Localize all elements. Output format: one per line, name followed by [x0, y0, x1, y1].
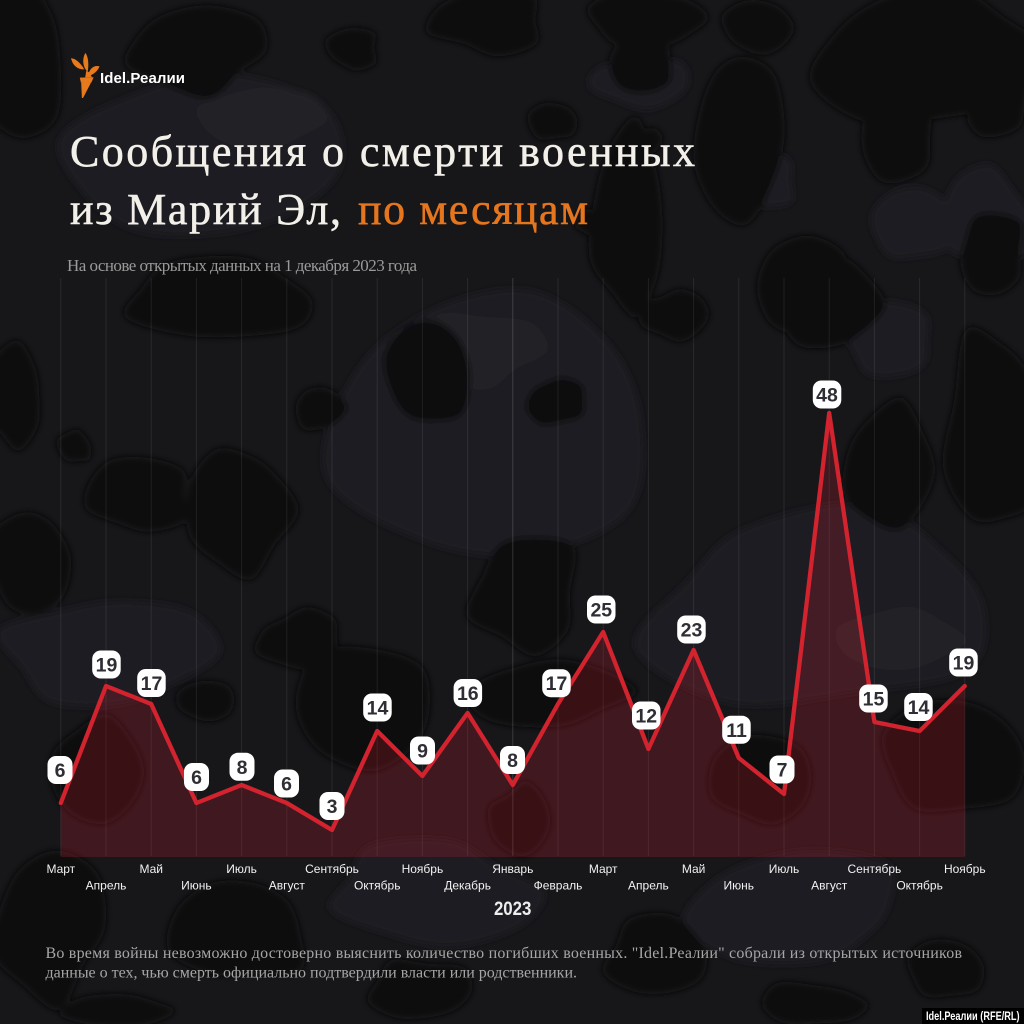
svg-text:Июль: Июль — [769, 862, 800, 876]
svg-text:3: 3 — [327, 796, 338, 818]
svg-text:Июнь: Июнь — [181, 879, 212, 893]
svg-text:17: 17 — [546, 673, 568, 695]
svg-text:Июль: Июль — [226, 862, 257, 876]
svg-text:Март: Март — [589, 862, 618, 876]
svg-text:по месяцам: по месяцам — [358, 185, 588, 234]
svg-text:9: 9 — [417, 741, 428, 763]
svg-text:Ноябрь: Ноябрь — [402, 862, 444, 876]
svg-text:17: 17 — [141, 673, 163, 695]
svg-text:Ноябрь: Ноябрь — [944, 862, 986, 876]
svg-text:Idel.Реалии (RFE/RL): Idel.Реалии (RFE/RL) — [926, 1009, 1020, 1023]
svg-text:11: 11 — [726, 720, 747, 742]
svg-text:Апрель: Апрель — [628, 879, 669, 893]
svg-text:8: 8 — [237, 757, 248, 779]
svg-text:Октябрь: Октябрь — [354, 879, 401, 893]
svg-text:Март: Март — [46, 862, 75, 876]
svg-text:Сентябрь: Сентябрь — [848, 862, 902, 876]
svg-text:Август: Август — [811, 879, 848, 893]
svg-text:Октябрь: Октябрь — [896, 879, 943, 893]
svg-text:Во время войны невозможно дост: Во время войны невозможно достоверно выя… — [46, 945, 963, 962]
svg-text:12: 12 — [635, 706, 657, 728]
svg-text:2023: 2023 — [494, 899, 532, 920]
svg-text:Idel.Реалии: Idel.Реалии — [100, 70, 185, 87]
svg-text:Сообщения о смерти военных: Сообщения о смерти военных — [70, 127, 695, 176]
svg-text:15: 15 — [863, 689, 885, 711]
svg-text:Декабрь: Декабрь — [444, 879, 491, 893]
svg-text:данные о тех, чью смерть офици: данные о тех, чью смерть официально подт… — [46, 965, 578, 982]
svg-text:Сентябрь: Сентябрь — [305, 862, 359, 876]
svg-text:6: 6 — [191, 767, 202, 789]
svg-text:19: 19 — [96, 655, 118, 677]
svg-text:23: 23 — [681, 620, 703, 642]
svg-text:Апрель: Апрель — [86, 879, 127, 893]
svg-text:6: 6 — [55, 760, 66, 782]
svg-text:14: 14 — [908, 697, 930, 719]
svg-text:48: 48 — [816, 385, 838, 407]
svg-text:25: 25 — [590, 600, 612, 622]
svg-text:Август: Август — [269, 879, 306, 893]
svg-text:Май: Май — [682, 862, 706, 876]
svg-text:из Марий Эл,: из Марий Эл, — [70, 185, 341, 234]
svg-text:Июнь: Июнь — [724, 879, 755, 893]
svg-text:16: 16 — [457, 683, 479, 705]
svg-text:8: 8 — [507, 750, 518, 772]
svg-text:Январь: Январь — [492, 862, 533, 876]
svg-text:14: 14 — [367, 698, 389, 720]
svg-text:19: 19 — [953, 653, 975, 675]
svg-text:Май: Май — [139, 862, 163, 876]
svg-text:На основе открытых данных на 1: На основе открытых данных на 1 декабря 2… — [67, 256, 417, 275]
svg-text:Февраль: Февраль — [534, 879, 583, 893]
svg-text:7: 7 — [777, 760, 788, 782]
svg-text:6: 6 — [281, 774, 292, 796]
